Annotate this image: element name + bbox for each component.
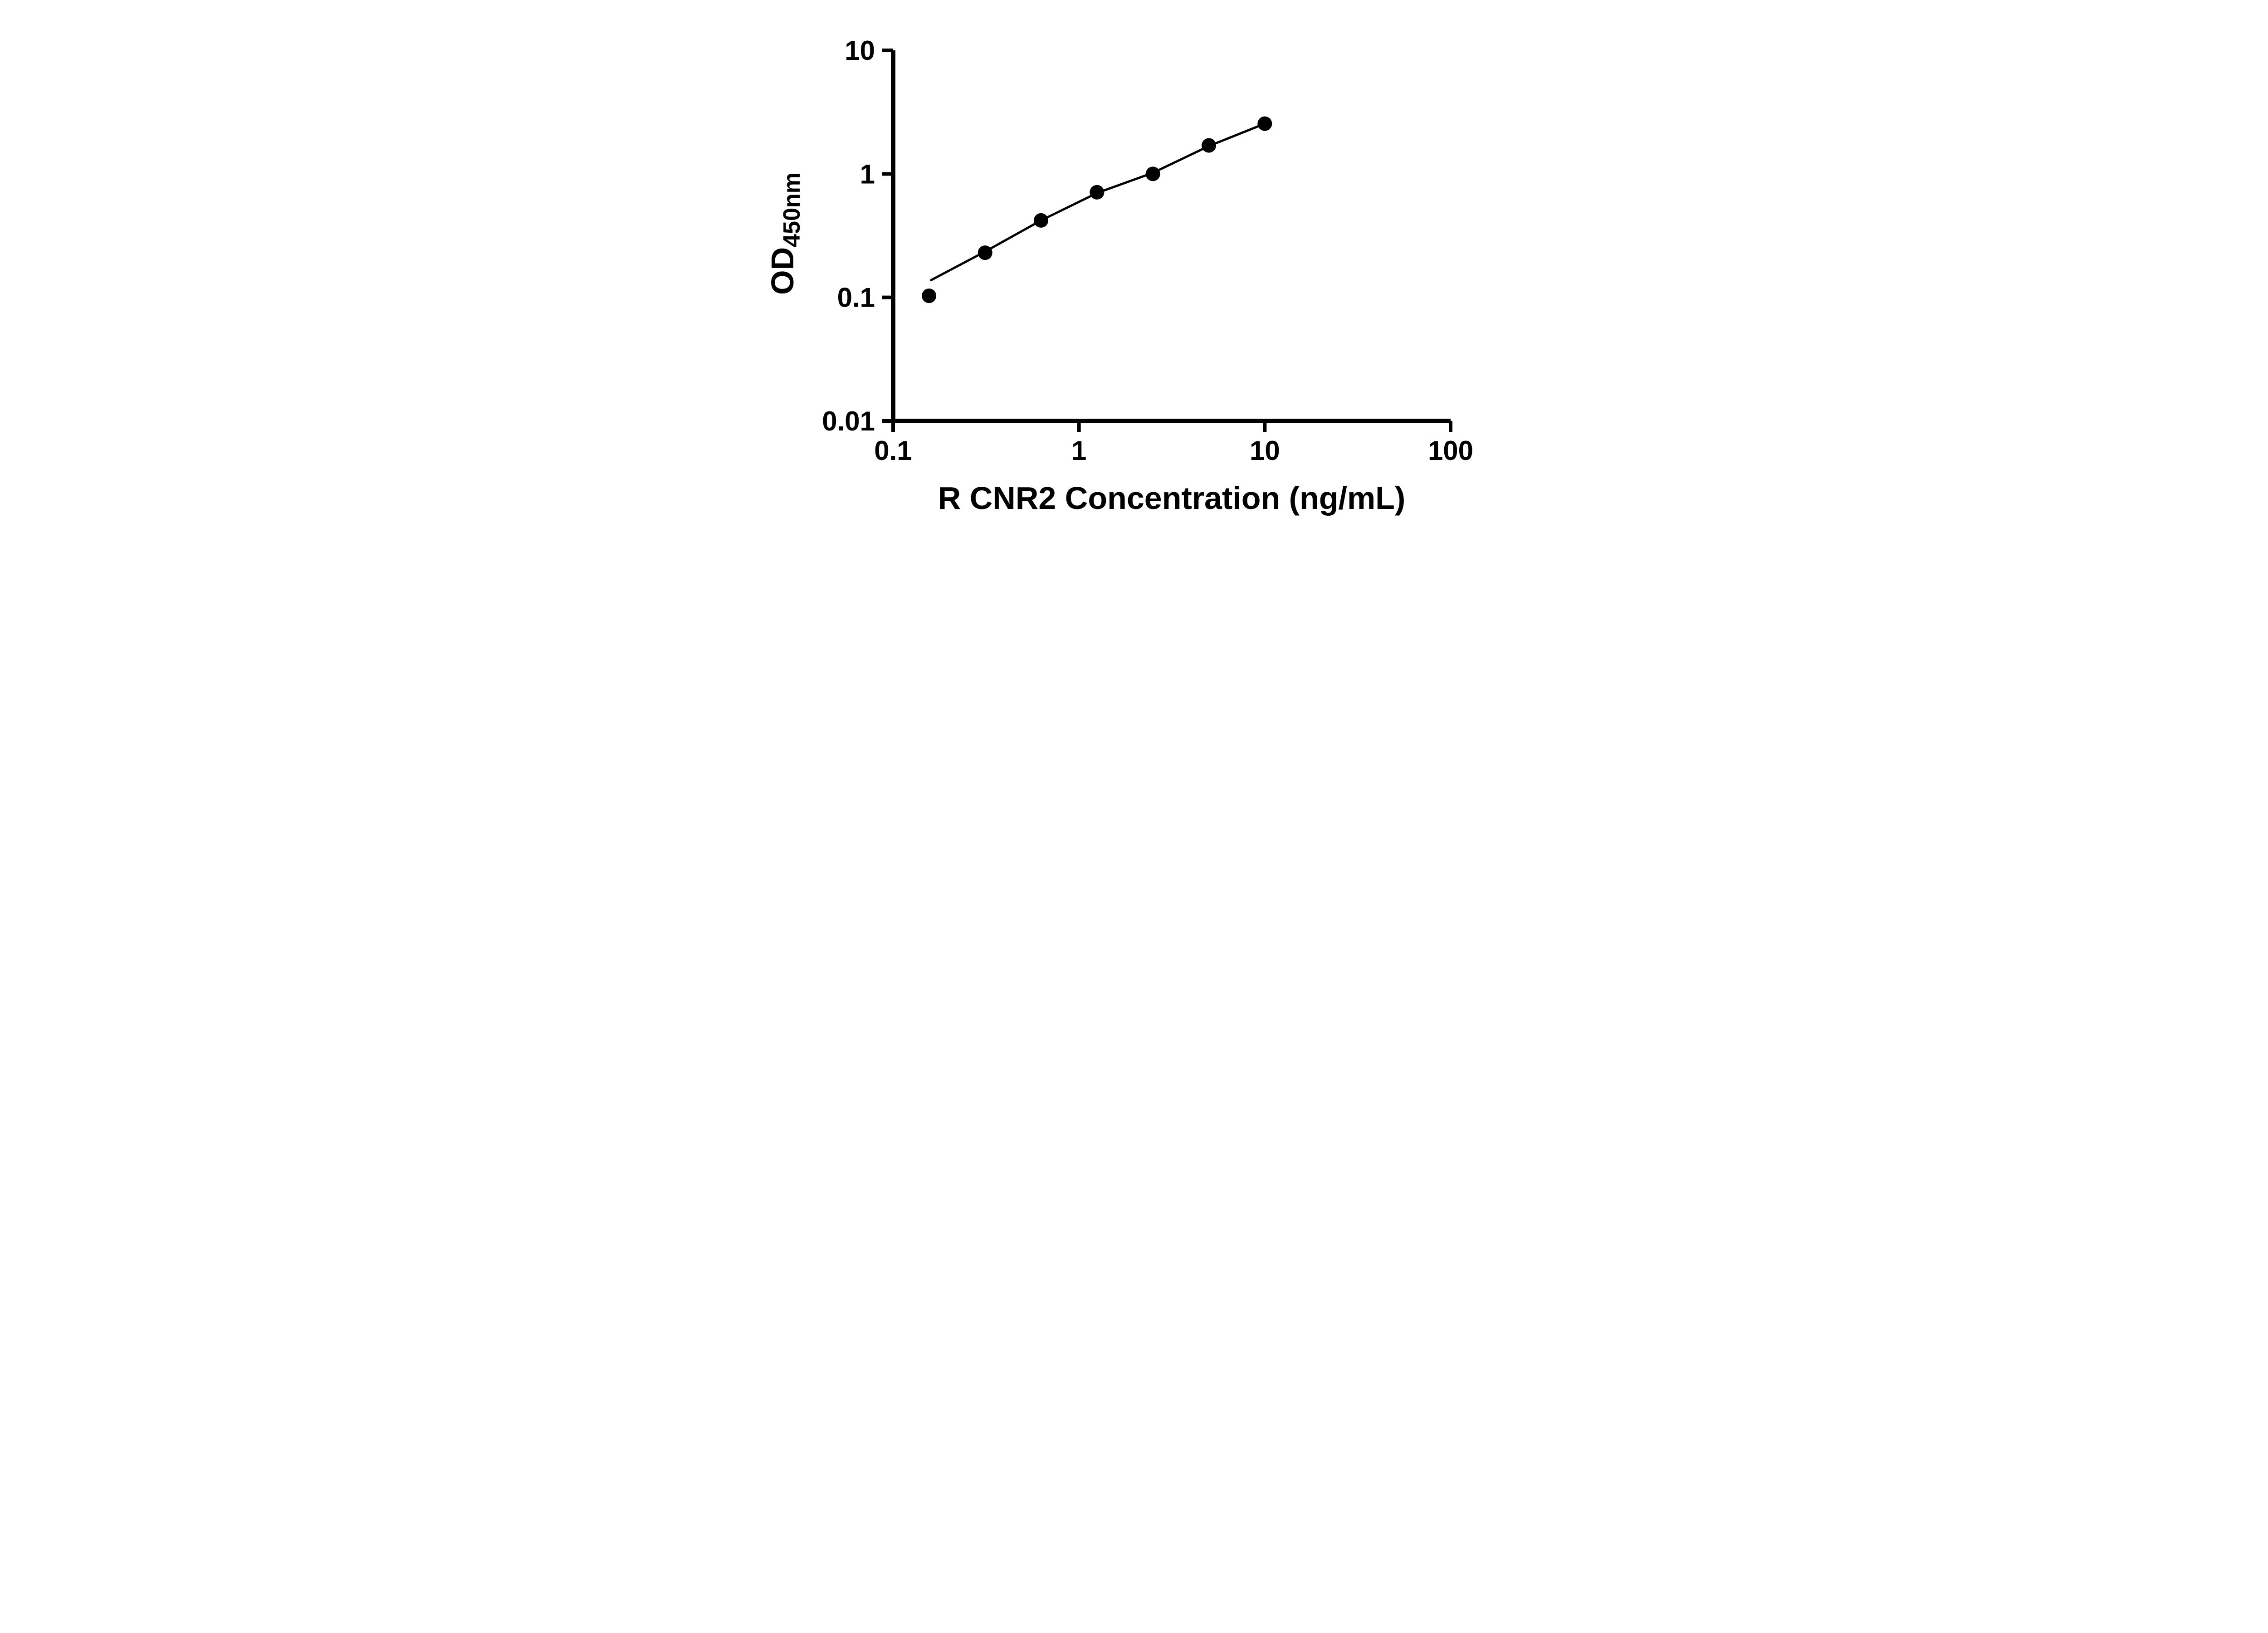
elisa-standard-curve-figure: 0.1 1 10 100 0.01 0.1 1 10 R CNR2 Concentration… xyxy=(746,0,1522,544)
data-point xyxy=(1202,138,1217,153)
data-point xyxy=(1145,166,1160,181)
x-tick-label: 10 xyxy=(1250,435,1280,466)
data-point xyxy=(978,245,992,260)
y-tick-label: 0.1 xyxy=(837,283,875,313)
y-tick-label: 10 xyxy=(845,35,875,66)
data-point xyxy=(1090,185,1105,200)
y-tick-label: 1 xyxy=(860,159,875,189)
data-point xyxy=(1034,213,1049,228)
y-axis-title: OD450nm xyxy=(765,172,805,295)
y-axis-title-main: OD xyxy=(765,247,800,295)
data-point xyxy=(922,288,937,303)
x-tick-label: 0.1 xyxy=(874,435,912,466)
x-tick-label: 100 xyxy=(1428,435,1473,466)
y-tick-label: 0.01 xyxy=(822,406,875,436)
x-tick-label: 1 xyxy=(1071,435,1086,466)
y-axis-title-subscript: 450nm xyxy=(779,172,805,247)
axis-spine xyxy=(891,50,1451,423)
data-point xyxy=(1257,116,1272,131)
x-axis-title: R CNR2 Concentration (ng/mL) xyxy=(938,480,1406,516)
